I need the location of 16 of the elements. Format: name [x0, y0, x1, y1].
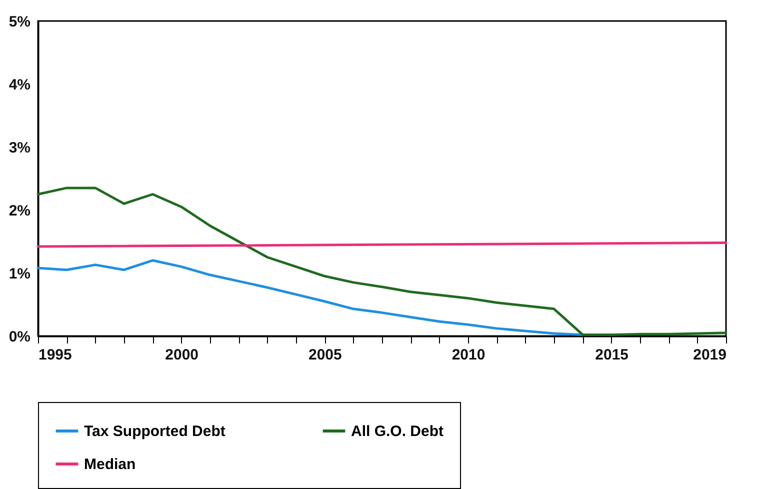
- x-tick-label: 2015: [595, 346, 629, 364]
- x-tick-label: 2005: [308, 346, 342, 364]
- legend-label: Median: [84, 456, 136, 473]
- x-tick-label: 2010: [452, 346, 486, 364]
- y-tick-label: 3%: [8, 140, 30, 156]
- y-tick-label: 5%: [8, 14, 30, 30]
- y-tick-label: 0%: [8, 328, 30, 346]
- y-tick-label: 4%: [8, 76, 30, 94]
- x-tick-label: 2019: [693, 346, 726, 364]
- legend-label: All G.O. Debt: [351, 423, 444, 440]
- x-tick-label: 1995: [38, 346, 72, 364]
- legend-label: Tax Supported Debt: [84, 423, 226, 440]
- x-tick-label: 2000: [165, 346, 199, 364]
- y-tick-label: 1%: [8, 266, 30, 282]
- y-tick-label: 2%: [8, 202, 30, 220]
- line-series: [36, 259, 584, 336]
